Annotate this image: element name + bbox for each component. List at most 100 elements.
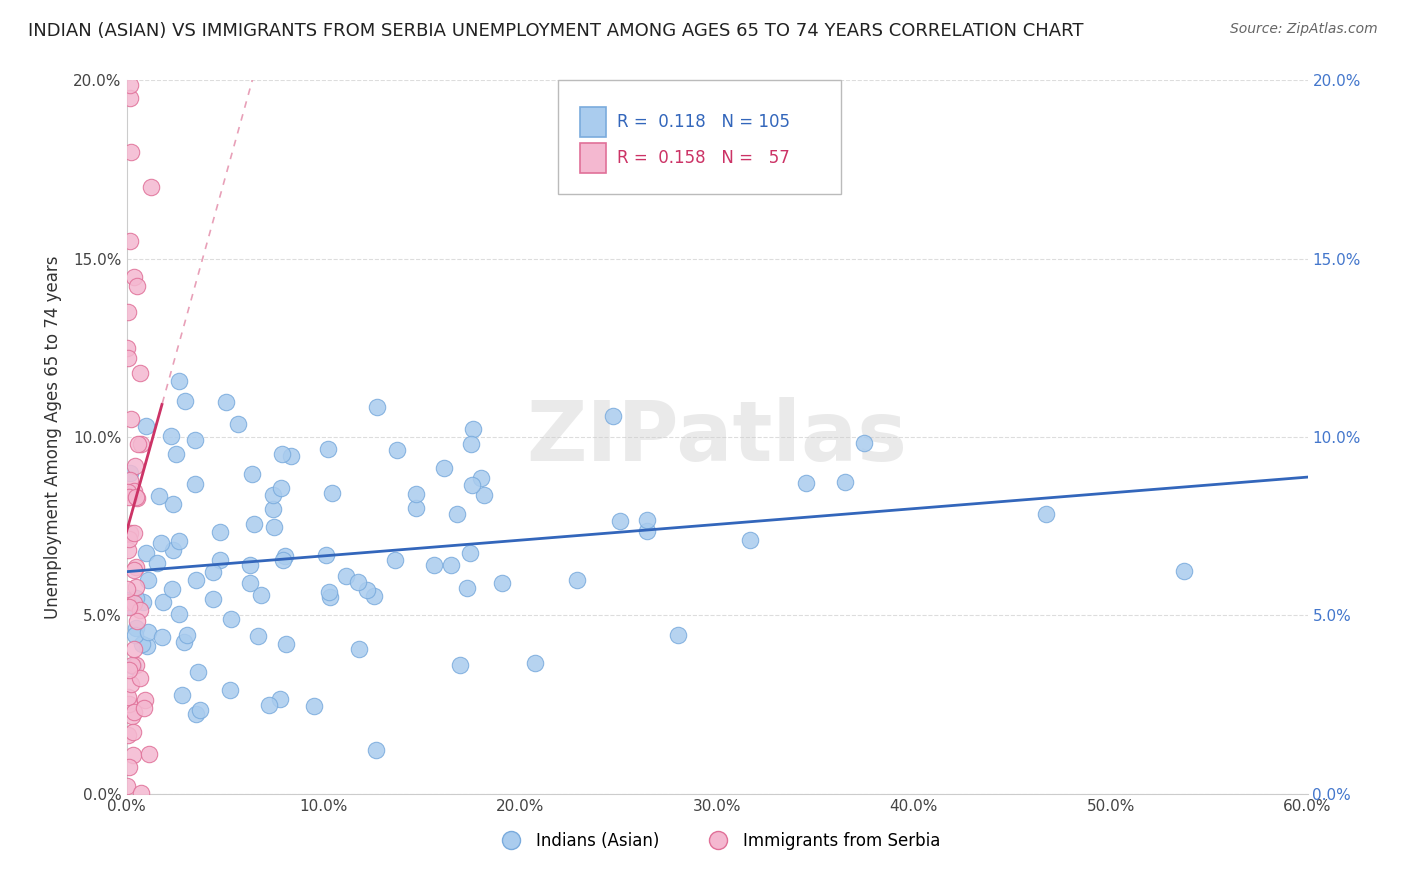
Point (131, 437, 153, 451)
Point (247, 629, 270, 643)
Point (1035, 507, 1057, 521)
Point (740, 533, 762, 547)
Point (470, 470, 492, 484)
Text: Source: ZipAtlas.com: Source: ZipAtlas.com (1230, 22, 1378, 37)
Point (208, 553, 231, 567)
Point (170, 689, 193, 703)
Point (125, 490, 148, 504)
Point (129, 671, 152, 685)
Point (122, 526, 145, 541)
Point (363, 589, 385, 603)
Point (134, 693, 156, 707)
Point (183, 433, 205, 447)
Point (127, 279, 149, 293)
Point (122, 596, 145, 610)
Point (269, 691, 291, 706)
Point (117, 484, 139, 499)
Text: R =  0.118   N = 105: R = 0.118 N = 105 (617, 113, 790, 131)
Point (243, 517, 266, 532)
Point (184, 477, 207, 491)
Point (186, 573, 208, 587)
Point (274, 637, 297, 651)
Point (131, 637, 153, 651)
Point (184, 707, 207, 722)
Point (385, 442, 408, 457)
Point (120, 473, 142, 487)
Point (160, 429, 183, 443)
Point (263, 520, 285, 534)
Point (636, 524, 658, 538)
Point (280, 449, 302, 463)
Point (118, 466, 141, 480)
Point (834, 475, 856, 490)
Point (262, 502, 284, 516)
Point (149, 536, 172, 550)
Point (270, 481, 292, 495)
Point (173, 635, 195, 649)
Point (440, 558, 463, 573)
Point (384, 552, 406, 566)
Point (134, 700, 156, 714)
Point (160, 582, 183, 596)
Point (472, 487, 495, 501)
Point (136, 625, 159, 640)
FancyBboxPatch shape (558, 80, 841, 194)
Point (162, 497, 184, 511)
Point (125, 580, 148, 594)
Text: INDIAN (ASIAN) VS IMMIGRANTS FROM SERBIA UNEMPLOYMENT AMONG AGES 65 TO 74 YEARS : INDIAN (ASIAN) VS IMMIGRANTS FROM SERBIA… (28, 22, 1084, 40)
Point (259, 698, 281, 712)
Point (219, 683, 242, 698)
Point (115, 595, 138, 609)
Point (118, 234, 141, 248)
Point (356, 583, 378, 598)
Text: R =  0.158   N =   57: R = 0.158 N = 57 (617, 149, 789, 167)
Point (201, 566, 224, 580)
Point (319, 591, 342, 605)
Point (120, 526, 142, 541)
Point (128, 603, 150, 617)
Point (449, 658, 471, 673)
Point (456, 581, 478, 595)
Point (129, 366, 152, 380)
Point (524, 656, 547, 670)
Text: ZIPatlas: ZIPatlas (527, 397, 907, 477)
Point (602, 409, 624, 424)
Point (127, 436, 149, 450)
Point (117, 599, 139, 613)
Point (201, 591, 224, 606)
Point (262, 488, 284, 502)
Point (446, 508, 468, 522)
Point (169, 607, 191, 621)
Point (117, 305, 139, 319)
Point (141, 180, 163, 194)
Point (118, 663, 141, 677)
Point (167, 374, 190, 388)
Point (321, 485, 343, 500)
Point (316, 442, 339, 457)
Point (118, 532, 141, 546)
Point (121, 657, 143, 672)
Point (273, 549, 295, 563)
Point (131, 786, 153, 800)
Point (318, 585, 340, 599)
Legend: Indians (Asian), Immigrants from Serbia: Indians (Asian), Immigrants from Serbia (488, 826, 946, 857)
Point (122, 641, 145, 656)
Point (135, 639, 157, 653)
Point (122, 55, 145, 70)
Point (1173, 564, 1195, 578)
Point (117, 542, 139, 557)
FancyBboxPatch shape (581, 107, 606, 137)
Point (115, 582, 138, 596)
Point (115, 779, 138, 793)
Point (132, 55, 155, 70)
Point (118, 91, 141, 105)
Point (666, 628, 689, 642)
Point (853, 435, 876, 450)
Point (122, 563, 145, 577)
Point (249, 588, 271, 602)
Point (609, 514, 631, 528)
Point (458, 547, 481, 561)
Point (125, 658, 148, 673)
Point (122, 269, 145, 284)
FancyBboxPatch shape (581, 143, 606, 173)
